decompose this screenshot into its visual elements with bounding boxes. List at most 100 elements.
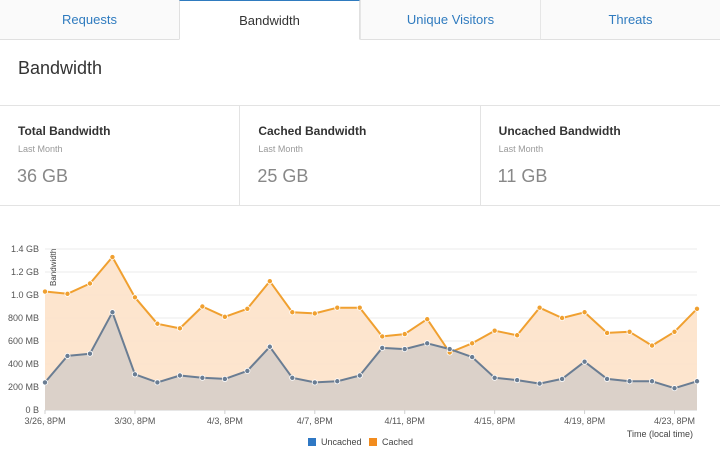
- point-cached: [356, 304, 363, 311]
- point-uncached: [514, 377, 521, 384]
- point-cached: [604, 329, 611, 336]
- point-uncached: [536, 380, 543, 387]
- y-tick-label: 200 MB: [8, 382, 39, 392]
- point-uncached: [334, 378, 341, 385]
- point-uncached: [379, 344, 386, 351]
- point-uncached: [491, 374, 498, 381]
- point-cached: [694, 305, 701, 312]
- x-tick-label: 4/3, 8PM: [207, 416, 243, 426]
- point-cached: [626, 328, 633, 335]
- x-axis-label: Time (local time): [627, 429, 693, 439]
- point-uncached: [559, 375, 566, 382]
- point-uncached: [109, 309, 116, 316]
- y-tick-label: 600 MB: [8, 336, 39, 346]
- stat-uncached-bandwidth: Uncached Bandwidth Last Month 11 GB: [479, 106, 720, 205]
- point-uncached: [311, 379, 318, 386]
- stat-period: Last Month: [498, 144, 544, 154]
- point-uncached: [581, 358, 588, 365]
- stat-value: 11 GB: [497, 166, 548, 186]
- point-cached: [64, 290, 71, 297]
- point-cached: [199, 303, 206, 310]
- legend-item-cached[interactable]: Cached: [369, 437, 413, 447]
- stat-cached-bandwidth: Cached Bandwidth Last Month 25 GB: [239, 106, 479, 205]
- point-uncached: [266, 343, 273, 350]
- point-uncached: [86, 350, 93, 357]
- point-cached: [244, 305, 251, 312]
- point-cached: [221, 313, 228, 320]
- point-uncached: [244, 367, 251, 374]
- x-tick-label: 4/23, 8PM: [654, 416, 695, 426]
- point-uncached: [626, 378, 633, 385]
- point-uncached: [604, 375, 611, 382]
- x-tick-label: 4/15, 8PM: [474, 416, 515, 426]
- x-tick-label: 4/11, 8PM: [385, 416, 425, 426]
- legend-swatch: [308, 438, 316, 446]
- point-cached: [154, 320, 161, 327]
- point-cached: [334, 304, 341, 311]
- point-cached: [266, 278, 273, 285]
- point-cached: [559, 315, 566, 322]
- stat-value: 36 GB: [17, 166, 69, 186]
- point-uncached: [649, 378, 656, 385]
- point-uncached: [131, 371, 138, 378]
- area-uncached: [45, 312, 697, 410]
- point-cached: [536, 304, 543, 311]
- tab-threats[interactable]: Threats: [540, 0, 720, 40]
- legend-label: Uncached: [321, 437, 362, 447]
- point-uncached: [671, 385, 678, 392]
- point-cached: [42, 288, 49, 295]
- line-uncached: [44, 311, 698, 390]
- point-cached: [311, 310, 318, 317]
- stat-total-bandwidth: Total Bandwidth Last Month 36 GB: [0, 106, 239, 205]
- x-tick-label: 4/19, 8PM: [564, 416, 605, 426]
- point-uncached: [64, 352, 71, 359]
- point-uncached: [154, 379, 161, 386]
- point-cached: [289, 309, 296, 316]
- point-cached: [581, 309, 588, 316]
- point-uncached: [356, 372, 363, 379]
- point-uncached: [401, 346, 408, 353]
- point-cached: [379, 333, 386, 340]
- x-tick-labels: 3/26, 8PM 3/30, 8PM 4/3, 8PM 4/7, 8PM 4/11, …: [24, 416, 695, 426]
- area-cached: [45, 257, 697, 410]
- chart-points: [42, 254, 701, 392]
- legend-label: Cached: [382, 437, 414, 447]
- point-uncached: [424, 340, 431, 347]
- point-cached: [424, 316, 431, 323]
- stat-label: Cached Bandwidth: [258, 124, 367, 138]
- x-tick-label: 3/26, 8PM: [24, 416, 65, 426]
- stat-label: Uncached Bandwidth: [498, 124, 621, 138]
- point-cached: [514, 332, 521, 339]
- point-cached: [131, 294, 138, 301]
- tab-unique-visitors[interactable]: Unique Visitors: [360, 0, 540, 40]
- bandwidth-chart: 0 B 200 MB 400 MB 600 MB 800 MB 1.0 GB 1.2 GB 1…: [0, 206, 720, 456]
- point-uncached: [42, 379, 49, 386]
- point-uncached: [446, 346, 453, 353]
- chart-lines: [44, 256, 698, 390]
- y-tick-label: 1.2 GB: [11, 267, 39, 277]
- point-cached: [671, 328, 678, 335]
- legend-item-uncached[interactable]: Uncached: [308, 437, 362, 447]
- point-cached: [491, 327, 498, 334]
- stats-row: Total Bandwidth Last Month 36 GB Cached …: [0, 106, 720, 205]
- stat-label: Total Bandwidth: [18, 124, 111, 138]
- legend-swatch: [369, 438, 377, 446]
- line-cached: [44, 256, 698, 354]
- y-tick-label: 1.4 GB: [11, 244, 39, 254]
- point-uncached: [469, 354, 476, 361]
- tab-bar: Requests Bandwidth Unique Visitors Threa…: [0, 0, 720, 41]
- point-uncached: [694, 378, 701, 385]
- point-cached: [469, 340, 476, 347]
- point-cached: [401, 331, 408, 338]
- chart-svg: 0 B 200 MB 400 MB 600 MB 800 MB 1.0 GB 1.2 GB 1…: [8, 244, 701, 439]
- tab-bandwidth[interactable]: Bandwidth: [179, 0, 360, 40]
- point-cached: [649, 342, 656, 349]
- y-tick-label: 1.0 GB: [11, 290, 39, 300]
- y-tick-labels: 0 B 200 MB 400 MB 600 MB 800 MB 1.0 GB 1.2 GB 1…: [8, 244, 39, 415]
- stat-period: Last Month: [18, 144, 63, 154]
- point-uncached: [289, 374, 296, 381]
- point-cached: [86, 280, 93, 287]
- y-tick-label: 400 MB: [8, 359, 39, 369]
- tab-requests[interactable]: Requests: [0, 0, 179, 40]
- stat-value: 25 GB: [257, 166, 309, 186]
